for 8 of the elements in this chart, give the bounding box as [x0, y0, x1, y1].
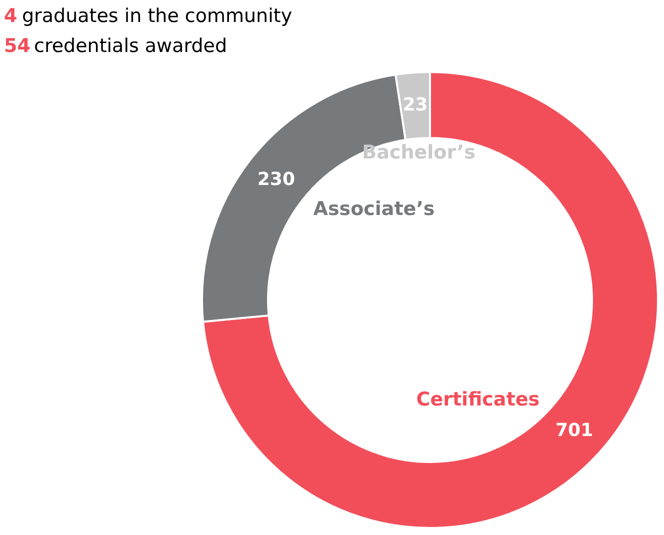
slice-label: Bachelor’s [362, 141, 476, 164]
text: 54 credentials awarded [4, 35, 228, 57]
text: 4 graduates in the community [4, 5, 292, 27]
data-label: 701 [556, 420, 594, 442]
slice-label: Associate’s [313, 198, 435, 220]
data-label: 230 [257, 169, 295, 190]
slice-label: Certificates [416, 388, 540, 411]
donut-slice [202, 71, 659, 529]
